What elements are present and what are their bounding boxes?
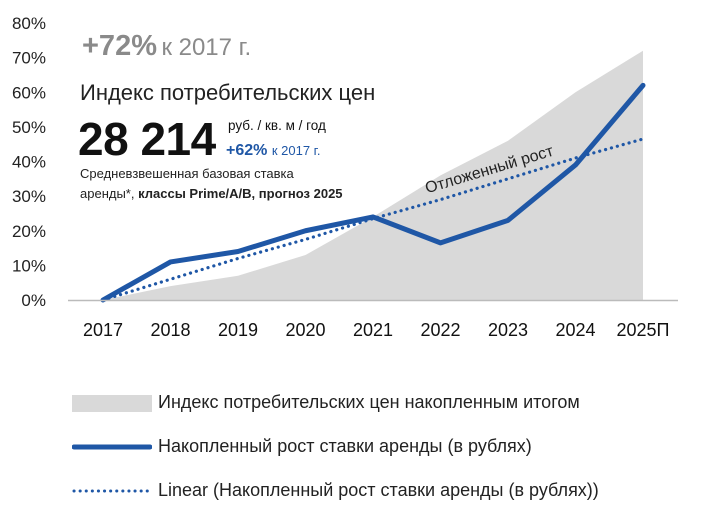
subtitle: Индекс потребительских цен — [80, 80, 376, 105]
y-tick-label: 70% — [12, 49, 46, 68]
legend-swatch-area — [72, 395, 152, 412]
rent-series-line — [100, 82, 646, 303]
legend-item-line: Накопленный рост ставки аренды (в рублях… — [72, 432, 692, 462]
x-tick-label: 2023 — [488, 320, 528, 340]
y-tick-label: 80% — [12, 14, 46, 33]
y-axis-ticks: 0% 10% 20% 30% 40% 50% 60% 70% 80% — [12, 14, 46, 310]
chart: 0%10%20%30%40%50%60%70%80% 2017 2018 2019 2… — [12, 14, 678, 340]
rent-unit: руб. / кв. м / год — [228, 118, 326, 133]
rent-value: 28 214 — [78, 113, 216, 165]
x-tick-label: 2025П — [617, 320, 670, 340]
area-series — [103, 50, 643, 301]
rent-growth-small: к 2017 г. — [271, 143, 321, 158]
x-tick-label: 2022 — [420, 320, 460, 340]
y-tick-label: 40% — [12, 153, 46, 172]
legend-swatch-trend — [72, 489, 152, 493]
description-line1: Средневзвешенная базовая ставка — [80, 166, 294, 181]
legend-label-trend: Linear (Накопленный рост ставки аренды (… — [158, 480, 599, 500]
y-tick-label: 0% — [21, 291, 46, 310]
headline-big: +72% — [82, 30, 157, 62]
headline: +72% к 2017 г. — [82, 30, 251, 63]
headline-small: к 2017 г. — [161, 34, 252, 61]
legend-item-trend: Linear (Накопленный рост ставки аренды (… — [72, 476, 692, 506]
description-line2-prefix: аренды*, — [80, 186, 139, 201]
y-tick-label: 50% — [12, 118, 46, 137]
x-tick-label: 2017 — [83, 320, 123, 340]
y-tick-label: 30% — [12, 187, 46, 206]
rent-growth-big: +62% — [226, 142, 268, 159]
rent-series — [100, 82, 646, 303]
description-line2: аренды*, классы Prime/A/B, прогноз 2025 — [80, 186, 343, 201]
x-tick-label: 2021 — [353, 320, 393, 340]
x-tick-label: 2020 — [285, 320, 325, 340]
area-series-shape — [103, 50, 643, 301]
y-tick-label: 60% — [12, 83, 46, 102]
y-tick-label: 10% — [12, 256, 46, 275]
legend-swatch-line — [72, 444, 152, 450]
rent-growth: +62% к 2017 г. — [226, 142, 320, 160]
legend-label-line: Накопленный рост ставки аренды (в рублях… — [158, 436, 532, 456]
y-tick-label: 20% — [12, 222, 46, 241]
x-tick-label: 2024 — [555, 320, 595, 340]
x-tick-label: 2018 — [150, 320, 190, 340]
description-line2-bold: классы Prime/A/B, прогноз 2025 — [138, 186, 343, 201]
legend-item-area: Индекс потребительских цен накопленным и… — [72, 388, 692, 418]
legend-label-area: Индекс потребительских цен накопленным и… — [158, 392, 580, 412]
x-axis-ticks: 2017 2018 2019 2020 2021 2022 2023 2024 2025П — [83, 320, 670, 340]
x-tick-label: 2019 — [218, 320, 258, 340]
